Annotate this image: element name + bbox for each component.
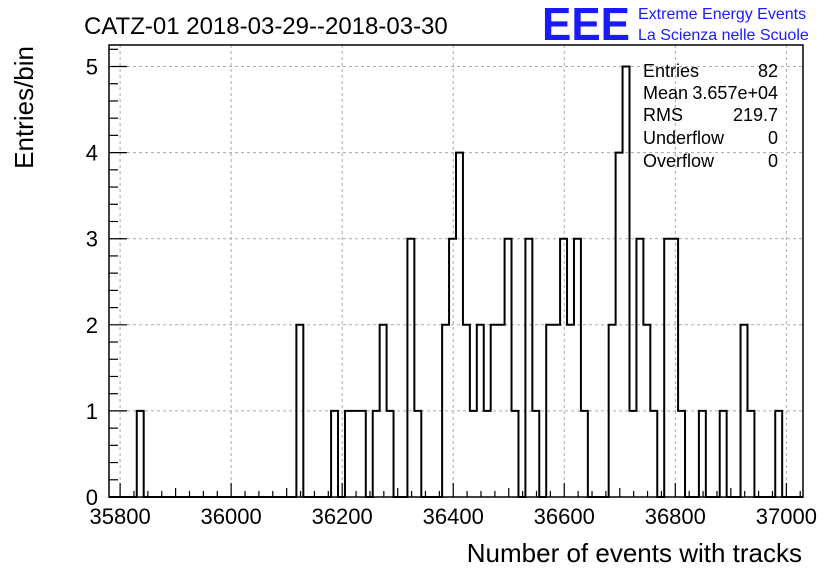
logo-line-2: La Scienza nelle Scuole xyxy=(638,27,809,44)
stats-entries-label: Entries xyxy=(643,61,699,81)
x-tick-label: 36600 xyxy=(534,504,595,529)
y-tick-label: 3 xyxy=(86,227,98,252)
y-tick-label: 5 xyxy=(86,55,98,80)
x-axis: 35800 36000 36200 36400 36600 36800 37000 xyxy=(90,483,817,529)
logo: EEE Extreme Energy Events La Scienza nel… xyxy=(542,0,809,50)
y-tick-label: 1 xyxy=(86,399,98,424)
y-tick-label: 0 xyxy=(86,485,98,510)
eee-logo-mark: EEE xyxy=(542,0,630,50)
plot-frame xyxy=(108,44,804,498)
x-tick-label: 37000 xyxy=(756,504,817,529)
stats-rms-label: RMS xyxy=(643,105,683,125)
stats-underflow-label: Underflow xyxy=(643,128,725,148)
stats-mean-label: Mean xyxy=(643,83,688,103)
x-tick-label: 36200 xyxy=(312,504,373,529)
stats-rms-value: 219.7 xyxy=(733,105,778,125)
logo-line-1: Extreme Energy Events xyxy=(638,6,806,23)
stats-mean-value: 3.657e+04 xyxy=(692,83,778,103)
x-tick-label: 36000 xyxy=(201,504,262,529)
x-tick-label: 36400 xyxy=(423,504,484,529)
x-tick-label: 35800 xyxy=(90,504,151,529)
stats-overflow-value: 0 xyxy=(768,151,778,171)
stats-box: Entries 82 Mean 3.657e+04 RMS 219.7 Unde… xyxy=(643,61,778,171)
x-tick-label: 36800 xyxy=(645,504,706,529)
chart-title: CATZ-01 2018-03-29--2018-03-30 xyxy=(84,13,448,40)
x-axis-label: Number of events with tracks xyxy=(467,538,802,568)
y-tick-label: 2 xyxy=(86,313,98,338)
y-axis: 0 1 2 3 4 5 xyxy=(86,48,127,510)
y-tick-label: 4 xyxy=(86,141,98,166)
stats-entries-value: 82 xyxy=(758,61,778,81)
grid-lines xyxy=(109,45,803,497)
stats-overflow-label: Overflow xyxy=(643,151,715,171)
y-axis-label: Entries/bin xyxy=(9,46,39,169)
histogram-series xyxy=(109,65,803,498)
stats-underflow-value: 0 xyxy=(768,128,778,148)
